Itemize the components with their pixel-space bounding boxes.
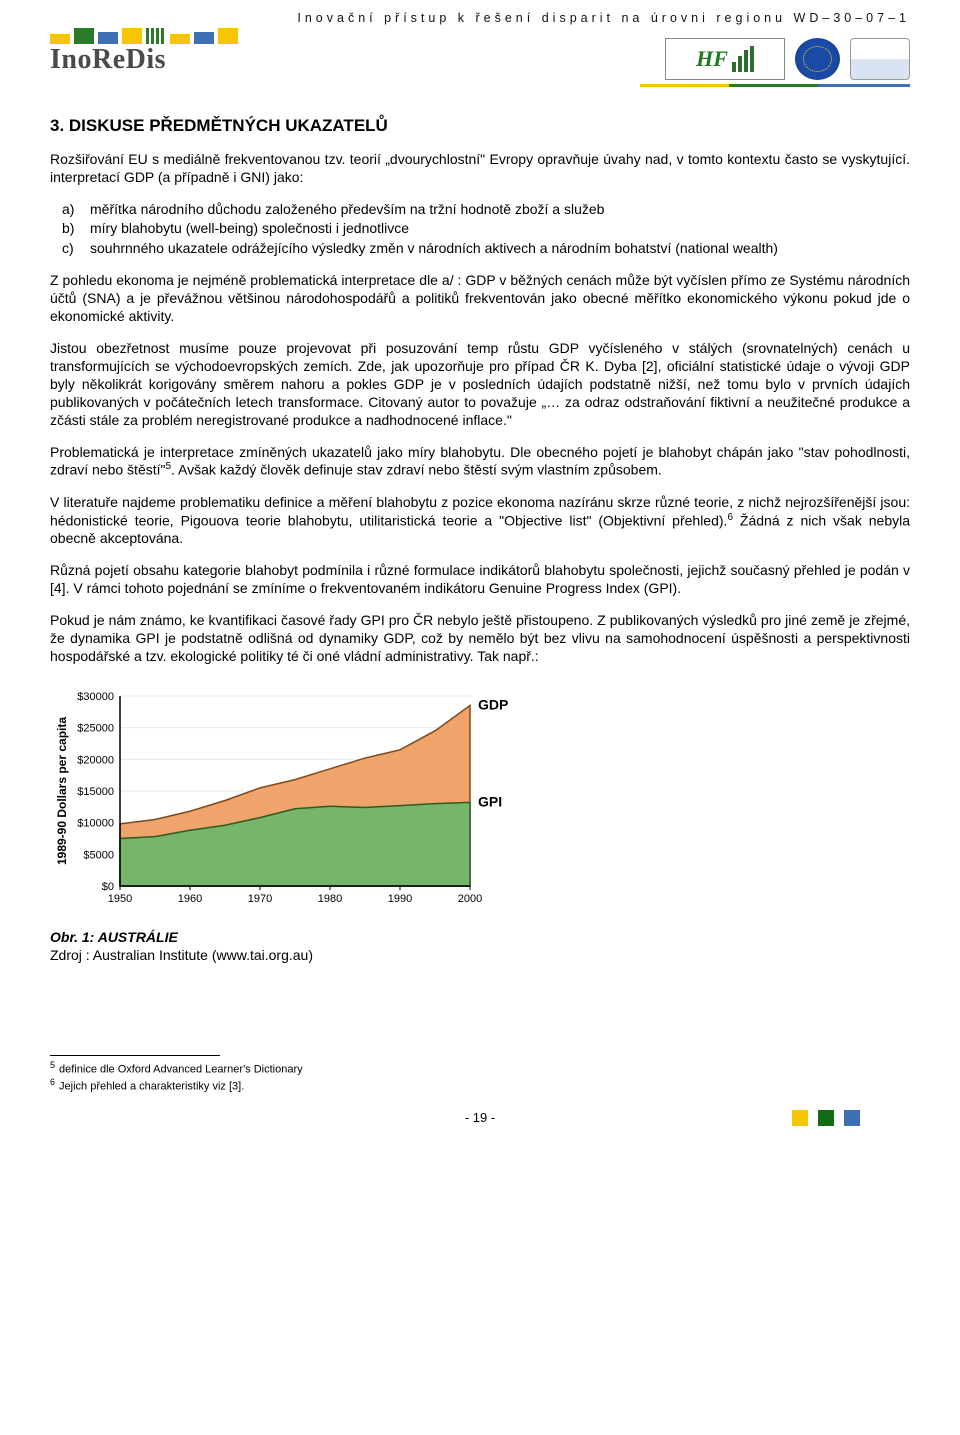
- svg-text:1960: 1960: [178, 893, 202, 905]
- footnotes: 5definice dle Oxford Advanced Learner's …: [50, 1055, 910, 1094]
- hf-badge-icon: HF: [665, 38, 785, 80]
- document-header: Inovační přístup k řešení disparit na úr…: [50, 10, 910, 85]
- svg-text:$10000: $10000: [77, 818, 114, 830]
- area-chart: $0 $5000 $10000 $15000 $20000 $25000 $30000 195…: [50, 686, 910, 921]
- footnote-rule: [50, 1055, 220, 1056]
- footnote-5: 5definice dle Oxford Advanced Learner's …: [50, 1060, 910, 1077]
- svg-text:2000: 2000: [458, 893, 482, 905]
- svg-text:1970: 1970: [248, 893, 272, 905]
- ordered-list: měřítka národního důchodu založeného pře…: [50, 201, 910, 259]
- partner-badges: HF: [665, 38, 910, 80]
- list-item: měřítka národního důchodu založeného pře…: [90, 201, 910, 219]
- paragraph: Jistou obezřetnost musíme pouze projevov…: [50, 340, 910, 430]
- paragraph: Různá pojetí obsahu kategorie blahobyt p…: [50, 562, 910, 598]
- svg-text:$5000: $5000: [83, 849, 114, 861]
- svg-text:$25000: $25000: [77, 723, 114, 735]
- svg-text:GDP: GDP: [478, 696, 508, 712]
- footnote-6: 6Jejich přehled a charakteristiky viz [3…: [50, 1077, 910, 1094]
- brand-logo: InoReDis: [50, 28, 238, 74]
- svg-text:1950: 1950: [108, 893, 132, 905]
- ministry-badge-icon: [850, 38, 910, 80]
- section-heading: 3. DISKUSE PŘEDMĚTNÝCH UKAZATELŮ: [50, 115, 910, 137]
- header-underline-icon: [640, 84, 910, 87]
- paragraph: Pokud je nám známo, ke kvantifikaci časo…: [50, 612, 910, 666]
- svg-text:$20000: $20000: [77, 754, 114, 766]
- svg-text:GPI: GPI: [478, 793, 502, 809]
- svg-text:$15000: $15000: [77, 786, 114, 798]
- svg-text:$30000: $30000: [77, 691, 114, 703]
- list-item: souhrnného ukazatele odrážejícího výsled…: [90, 240, 910, 258]
- paragraph: Problematická je interpretace zmíněných …: [50, 444, 910, 480]
- figure-caption: Obr. 1: AUSTRÁLIE Zdroj : Australian Ins…: [50, 929, 910, 965]
- svg-text:1990: 1990: [388, 893, 412, 905]
- paragraph: Z pohledu ekonoma je nejméně problematic…: [50, 272, 910, 326]
- page-number: - 19 -: [50, 1110, 910, 1127]
- svg-text:$0: $0: [102, 881, 114, 893]
- figure-source: Zdroj : Australian Institute (www.tai.or…: [50, 947, 910, 965]
- figure-label: Obr. 1: AUSTRÁLIE: [50, 929, 910, 947]
- svg-text:1989-90 Dollars per capita: 1989-90 Dollars per capita: [55, 717, 69, 865]
- paragraph: Rozšiřování EU s mediálně frekventovanou…: [50, 151, 910, 187]
- page-footer: - 19 -: [50, 1110, 910, 1127]
- figure-1: $0 $5000 $10000 $15000 $20000 $25000 $30000 195…: [50, 686, 910, 965]
- svg-text:1980: 1980: [318, 893, 342, 905]
- list-item: míry blahobytu (well-being) společnosti …: [90, 220, 910, 238]
- eu-badge-icon: [795, 38, 840, 80]
- brand-wordmark: InoReDis: [50, 46, 238, 74]
- running-title: Inovační přístup k řešení disparit na úr…: [297, 10, 910, 26]
- footer-squares-icon: [792, 1110, 860, 1126]
- brand-bars-icon: [50, 28, 238, 44]
- page: Inovační přístup k řešení disparit na úr…: [0, 0, 960, 1146]
- paragraph: V literatuře najdeme problematiku defini…: [50, 494, 910, 548]
